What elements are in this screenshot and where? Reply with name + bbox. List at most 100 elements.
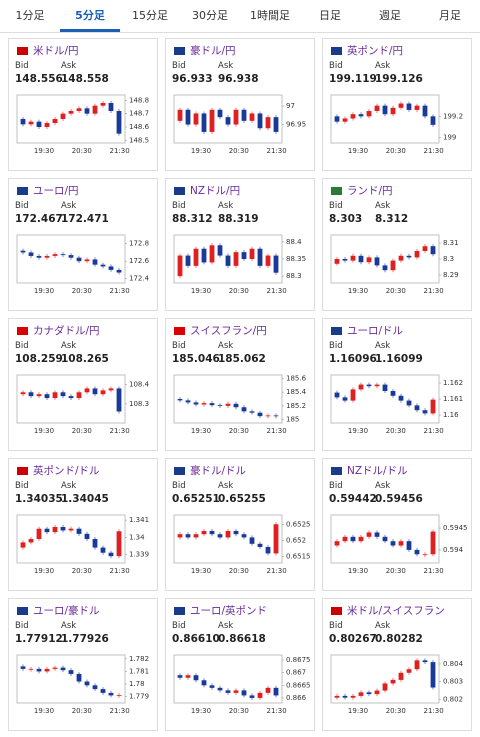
candle	[257, 412, 263, 417]
candle	[390, 260, 396, 271]
candle	[193, 113, 199, 125]
bid-label: Bid	[15, 201, 29, 211]
pair-card[interactable]: ユーロ/円 Bid Ask 172.467 172.471 172.4 172.6 172.8…	[8, 178, 158, 311]
bid-value: 0.80267	[329, 633, 377, 645]
candle	[257, 543, 263, 547]
pair-card[interactable]: スイスフラン/円 Bid Ask 185.046 185.062 185 185.2 185.…	[165, 318, 315, 451]
pair-card[interactable]: NZドル/ドル Bid Ask 0.59442 0.59456 0.594 0.5945 19…	[322, 458, 472, 591]
candle	[350, 536, 356, 542]
flag	[174, 187, 185, 195]
x-tick-label: 20:30	[229, 147, 249, 155]
tab[interactable]: 5分足	[60, 0, 120, 32]
ask-label: Ask	[375, 341, 391, 351]
x-tick-label: 21:30	[424, 567, 444, 575]
y-tick-label: 0.802	[443, 695, 463, 703]
pair-card[interactable]: 英ポンド/円 Bid Ask 199.119 199.126 199 199.2 19:30 2…	[322, 38, 472, 171]
candle	[201, 531, 207, 535]
candle	[108, 266, 114, 270]
ask-label: Ask	[218, 481, 234, 491]
bid-label: Bid	[172, 201, 186, 211]
pair-card[interactable]: 米ドル/円 Bid Ask 148.556 148.558 148.5 148.6 148.7…	[8, 38, 158, 171]
bid-label: Bid	[329, 61, 343, 71]
candle	[116, 388, 122, 412]
candle	[52, 254, 58, 256]
candle	[217, 109, 223, 118]
candle	[390, 107, 396, 115]
candle	[193, 675, 199, 681]
bid-label: Bid	[15, 61, 29, 71]
candle	[68, 670, 74, 674]
candle	[350, 389, 356, 401]
candle	[414, 405, 420, 411]
candle	[84, 533, 90, 539]
pair-card[interactable]: 米ドル/スイスフラン Bid Ask 0.80267 0.80282 0.802 0.803…	[322, 598, 472, 731]
tab[interactable]: 週足	[379, 9, 401, 22]
pair-title: ユーロ/英ポンド	[190, 605, 268, 617]
candle	[233, 109, 239, 125]
x-tick-label: 21:30	[424, 707, 444, 715]
candle	[233, 252, 239, 266]
candle	[20, 250, 26, 253]
y-tick-label: 0.594	[443, 546, 464, 554]
candle	[108, 388, 114, 391]
pair-card[interactable]: ユーロ/ドル Bid Ask 1.16096 1.16099 1.16 1.161 1.162…	[322, 318, 472, 451]
tab[interactable]: 1時間足	[250, 9, 290, 22]
candle	[44, 668, 50, 672]
y-tick-label: 96.95	[286, 121, 306, 129]
x-tick-label: 20:30	[229, 567, 249, 575]
flag	[17, 47, 28, 55]
ask-label: Ask	[218, 341, 234, 351]
tab-bar: 1分足 5分足 15分足 30分足 1時間足 日足 週足 月足	[0, 0, 480, 33]
tab[interactable]: 15分足	[132, 9, 168, 22]
bid-value: 8.303	[329, 213, 363, 225]
candle	[257, 113, 263, 129]
bid-label: Bid	[329, 201, 343, 211]
candle	[422, 105, 428, 117]
candle	[60, 667, 66, 671]
mini-chart: 108.3 108.4 19:30 20:30 21:30	[16, 374, 150, 435]
pair-card[interactable]: 豪ドル/ドル Bid Ask 0.65251 0.65255 0.6515 0.652 0.6…	[165, 458, 315, 591]
x-tick-label: 19:30	[348, 567, 368, 575]
candle	[398, 541, 404, 546]
x-tick-label: 19:30	[348, 427, 368, 435]
candle	[193, 534, 199, 538]
candle	[76, 257, 82, 262]
flag	[331, 607, 342, 615]
pair-card[interactable]: カナダドル/円 Bid Ask 108.259 108.265 108.3 108.4 19:…	[8, 318, 158, 451]
tab[interactable]: 月足	[439, 9, 461, 22]
y-tick-label: 88.4	[286, 238, 302, 246]
y-tick-label: 108.3	[129, 400, 149, 408]
candle	[273, 415, 279, 417]
candle	[201, 248, 207, 263]
candle	[422, 554, 428, 556]
bid-value: 199.119	[329, 73, 377, 85]
ask-label: Ask	[61, 481, 77, 491]
candle	[249, 248, 255, 259]
bid-label: Bid	[172, 341, 186, 351]
flag	[17, 327, 28, 335]
y-tick-label: 199.2	[443, 112, 463, 120]
candle	[92, 105, 98, 114]
candle	[193, 248, 199, 266]
pair-card[interactable]: ユーロ/豪ドル Bid Ask 1.77912 1.77926 1.779 1.78 1.78…	[8, 598, 158, 731]
candle	[209, 245, 215, 263]
tab[interactable]: 30分足	[192, 9, 228, 22]
ask-value: 172.471	[61, 213, 109, 225]
pair-card[interactable]: ランド/円 Bid Ask 8.303 8.312 8.29 8.3 8.31 19:30 20:…	[322, 178, 472, 311]
ask-label: Ask	[61, 341, 77, 351]
pair-card[interactable]: 英ポンド/ドル Bid Ask 1.34035 1.34045 1.339 1.34 1.34…	[8, 458, 158, 591]
flag	[174, 607, 185, 615]
tab[interactable]: 1分足	[15, 9, 45, 22]
candle	[68, 111, 74, 114]
pair-title: 米ドル/スイスフラン	[347, 605, 445, 617]
pair-card[interactable]: ユーロ/英ポンド Bid Ask 0.86610 0.86618 0.866 0.8665 0…	[165, 598, 315, 731]
x-tick-label: 20:30	[229, 707, 249, 715]
candle	[76, 392, 82, 399]
pair-card[interactable]: NZドル/円 Bid Ask 88.312 88.319 88.3 88.35 88.4 19:…	[165, 178, 315, 311]
pair-card[interactable]: 豪ドル/円 Bid Ask 96.933 96.938 96.95 97 19:30 20:30…	[165, 38, 315, 171]
tab[interactable]: 日足	[319, 9, 341, 22]
candle	[249, 537, 255, 544]
x-tick-label: 21:30	[110, 707, 130, 715]
flag	[17, 187, 28, 195]
candle	[76, 528, 82, 534]
